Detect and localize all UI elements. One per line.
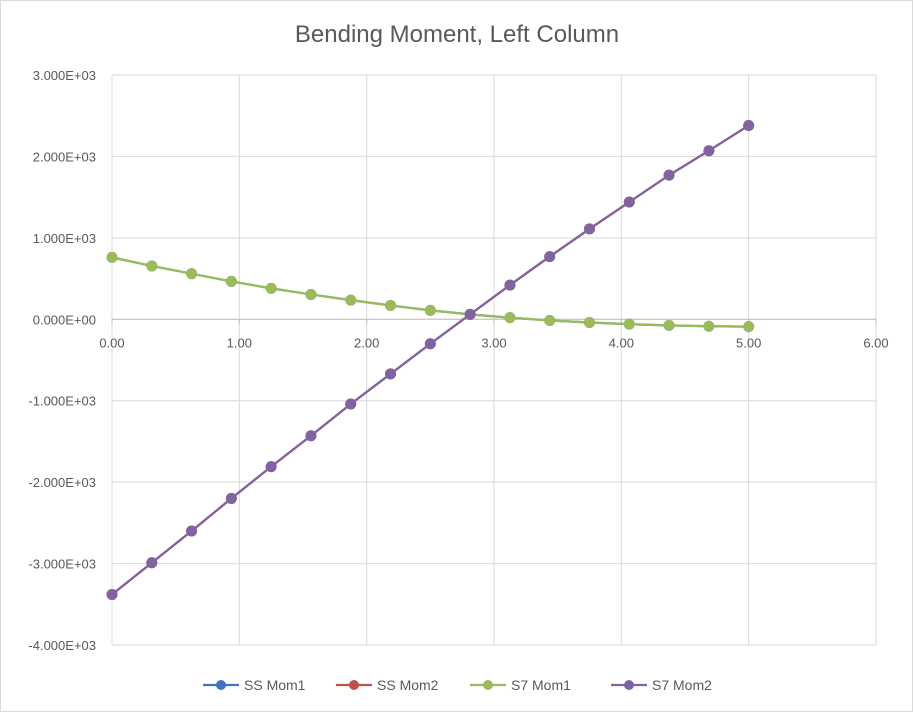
- x-tick-label: 4.00: [609, 335, 634, 350]
- grid: [111, 74, 877, 646]
- legend-entry: S7 Mom2: [611, 677, 712, 693]
- data-point: [385, 368, 397, 380]
- data-point: [703, 320, 715, 332]
- series-layer: [106, 119, 755, 601]
- x-tick-label: 6.00: [863, 335, 888, 350]
- data-point: [345, 398, 357, 410]
- y-axis-ticks: 3.000E+03 2.000E+03 1.000E+03 0.000E+00 -1.0…: [28, 68, 96, 653]
- legend-label: SS Mom1: [244, 677, 306, 693]
- x-tick-label: 3.00: [481, 335, 506, 350]
- data-point: [464, 308, 476, 320]
- data-point: [146, 557, 158, 569]
- data-point: [623, 196, 635, 208]
- legend-entry: SS Mom1: [203, 677, 306, 693]
- series-line: [111, 256, 749, 328]
- series-line: [111, 256, 749, 328]
- data-point: [743, 321, 755, 333]
- y-tick-label: 3.000E+03: [33, 68, 96, 83]
- data-point: [305, 430, 317, 442]
- legend-marker: [483, 680, 493, 690]
- y-tick-label: 1.000E+03: [33, 231, 96, 246]
- data-point: [385, 299, 397, 311]
- series-3: [106, 119, 755, 601]
- chart-title: Bending Moment, Left Column: [295, 21, 619, 48]
- legend-marker: [216, 680, 226, 690]
- data-point: [663, 319, 675, 331]
- data-point: [186, 525, 198, 537]
- x-axis-ticks: 0.00 1.00 2.00 3.00 4.00 5.00 6.00: [99, 335, 888, 350]
- data-point: [584, 317, 595, 329]
- series-1: [106, 119, 755, 601]
- y-tick-label: 0.000E+00: [33, 312, 96, 327]
- legend-label: S7 Mom2: [652, 677, 712, 693]
- legend: SS Mom1 SS Mom2 S7 Mom1 S7 Mom2: [203, 677, 712, 693]
- data-point: [146, 260, 158, 272]
- x-tick-label: 0.00: [99, 335, 124, 350]
- data-point: [663, 169, 675, 181]
- data-point: [424, 304, 436, 316]
- series-2: [106, 251, 755, 333]
- data-point: [186, 268, 198, 280]
- data-point: [345, 294, 357, 306]
- data-point: [584, 223, 595, 235]
- data-point: [106, 589, 118, 601]
- data-point: [225, 492, 237, 504]
- y-tick-label: 2.000E+03: [33, 149, 96, 164]
- data-point: [544, 251, 556, 263]
- x-tick-label: 1.00: [227, 335, 252, 350]
- data-point: [265, 461, 277, 473]
- data-point: [623, 318, 635, 330]
- y-tick-label: -2.000E+03: [28, 475, 96, 490]
- x-tick-label: 2.00: [354, 335, 379, 350]
- data-point: [544, 315, 556, 327]
- data-point: [703, 145, 715, 157]
- data-point: [305, 288, 317, 300]
- x-tick-label: 5.00: [736, 335, 761, 350]
- data-point: [504, 312, 516, 324]
- series-line: [111, 124, 750, 596]
- legend-label: S7 Mom1: [511, 677, 571, 693]
- legend-entry: SS Mom2: [336, 677, 439, 693]
- data-point: [106, 251, 118, 263]
- y-tick-label: -1.000E+03: [28, 394, 96, 409]
- series-line: [111, 124, 750, 596]
- data-point: [265, 282, 277, 294]
- legend-entry: S7 Mom1: [470, 677, 571, 693]
- data-point: [504, 279, 516, 291]
- legend-label: SS Mom2: [377, 677, 439, 693]
- legend-marker: [624, 680, 634, 690]
- y-tick-label: -3.000E+03: [28, 557, 96, 572]
- y-tick-label: -4.000E+03: [28, 638, 96, 653]
- data-point: [225, 275, 237, 287]
- data-point: [424, 338, 436, 350]
- data-point: [743, 119, 755, 131]
- legend-marker: [349, 680, 359, 690]
